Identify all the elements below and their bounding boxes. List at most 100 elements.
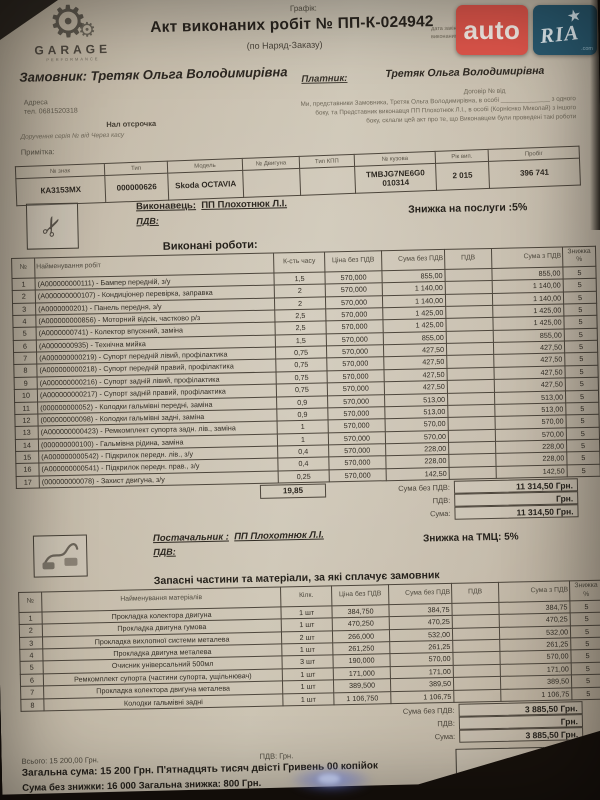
work-row-num: 8 (14, 364, 37, 377)
work-row-price: 570,000 (326, 333, 383, 347)
vehicle-model: Skoda OCTAVIA (168, 170, 244, 200)
photo-edge-shadow (590, 0, 600, 230)
executor-line: Виконавець: ПП Плохотнюк Л.І. (135, 198, 288, 213)
part-row-discount: 5 (571, 637, 600, 650)
work-row-num: 12 (15, 414, 38, 427)
part-row-vat (452, 602, 499, 615)
parts-col-qty: Кілк. (281, 586, 332, 607)
part-row-qty: 1 шт (281, 606, 332, 619)
work-row-discount: 5 (566, 439, 599, 452)
vehicle-gearbox (300, 166, 356, 195)
part-row-sum: 1 106,75 (391, 690, 454, 704)
work-row-vat (448, 417, 495, 430)
parts-table-body: 1 Прокладка колектора двигуна 1 шт 384,7… (19, 600, 600, 711)
part-row-num: 7 (21, 686, 44, 699)
part-row-discount: 5 (570, 625, 600, 638)
work-row-num: 17 (16, 476, 39, 489)
work-row-discount: 5 (563, 279, 596, 292)
parts-col-price: Ціна без ПДВ (332, 585, 389, 606)
parts-col-sum: Сума без ПДВ (388, 583, 451, 604)
part-row-num: 6 (20, 674, 43, 687)
work-row-vat (445, 293, 492, 306)
part-row-discount: 5 (570, 613, 600, 626)
part-row-price: 190,000 (333, 654, 390, 668)
work-row-discount: 5 (564, 340, 597, 353)
summary-discount-line: Сума без знижки: 16 000 Загальна знижка:… (22, 777, 262, 794)
work-row-price: 570,000 (328, 407, 385, 421)
work-row-vat (446, 305, 493, 318)
vehicle-engine (243, 168, 301, 197)
work-row-hours: 0,9 (277, 408, 328, 421)
part-row-qty: 2 шт (281, 631, 332, 644)
work-row-hours: 0,4 (278, 445, 329, 458)
work-row-hours: 1 (277, 433, 328, 446)
part-row-vat (453, 677, 500, 690)
part-row-vat (454, 689, 501, 702)
work-row-vat (446, 330, 493, 343)
work-row-discount: 5 (566, 415, 599, 428)
part-row-vat (452, 615, 499, 628)
work-row-num: 10 (14, 389, 37, 402)
work-row-discount: 5 (565, 353, 598, 366)
part-row-num: 2 (19, 624, 42, 637)
work-row-hours: 0,75 (276, 358, 327, 371)
part-row-qty: 1 шт (282, 643, 333, 656)
work-row-price: 570,000 (325, 283, 382, 297)
gear-icon-small: ⚙ (77, 19, 97, 42)
ria-badge-label: RIA (538, 20, 581, 48)
work-row-discount: 5 (564, 303, 597, 316)
part-row-price: 384,750 (332, 605, 389, 619)
vehicle-type: 000000626 (105, 173, 169, 202)
part-row-num: 3 (20, 637, 43, 650)
parts-discount-note: Знижка на ТМЦ: 5% (422, 531, 519, 545)
agreement-paragraph: Ми, представники Замовника, Третяк Ольга… (300, 95, 577, 125)
vehicle-mileage: 396 741 (489, 158, 581, 188)
supplier-vat-label: ПДВ: (153, 546, 176, 558)
signature-divider-line (1, 796, 600, 800)
vehicle-year: 2 015 (436, 161, 490, 190)
work-row-num: 4 (13, 315, 36, 328)
work-row-num: 2 (12, 290, 35, 303)
work-row-discount: 5 (566, 402, 599, 415)
work-row-hours: 1 (277, 420, 328, 433)
work-row-num: 5 (13, 327, 36, 340)
work-row-sum: 142,50 (386, 467, 449, 481)
part-row-qty: 1 шт (281, 618, 332, 631)
parts-table: № Найменування матеріалів Кілк. Ціна без… (18, 580, 600, 712)
payer-name: Третяк Ольга Володимирівна (385, 64, 545, 81)
work-row-discount: 5 (565, 365, 598, 378)
work-row-hours: 2,5 (275, 321, 326, 334)
work-row-price: 570,000 (325, 271, 382, 285)
part-row-vat (452, 627, 499, 640)
payer-label: Платник: (301, 72, 348, 85)
auto-badge: auto (456, 5, 528, 55)
work-row-discount: 5 (567, 464, 600, 477)
part-row-price: 1 106,750 (334, 691, 391, 705)
summary-total-line: Всього: 15 200,00 Грн. (21, 755, 99, 766)
work-row-hours: 0,75 (276, 383, 327, 396)
works-total-value: 11 314,50 Грн. (454, 504, 578, 520)
grand-total-box: 15 200 Грн. (455, 746, 586, 785)
work-row-num: 13 (15, 426, 38, 439)
works-col-discount: Знижка % (562, 246, 595, 267)
lens-flare-core (318, 774, 340, 784)
works-col-sum: Сума без ПДВ (381, 249, 444, 270)
work-row-hours: 0,75 (276, 371, 327, 384)
work-row-num: 3 (13, 303, 36, 316)
work-row-price: 570,000 (325, 295, 382, 309)
works-col-hours: К-сть часу (274, 252, 325, 273)
work-row-price: 570,000 (328, 431, 385, 445)
part-row-price: 389,500 (333, 679, 390, 693)
work-row-discount: 5 (566, 427, 599, 440)
work-row-price: 570,000 (328, 394, 385, 408)
work-row-num: 7 (14, 352, 37, 365)
part-row-sumvat: 1 106,75 (501, 687, 572, 701)
work-row-price: 570,000 (326, 345, 383, 359)
part-row-discount: 5 (570, 600, 600, 613)
ria-badge: ★ RIA .com (533, 5, 597, 55)
work-row-discount: 5 (564, 328, 597, 341)
part-row-price: 266,000 (332, 629, 389, 643)
part-row-num: 5 (20, 661, 43, 674)
phone-number: тел. 0681520318 (23, 107, 78, 116)
